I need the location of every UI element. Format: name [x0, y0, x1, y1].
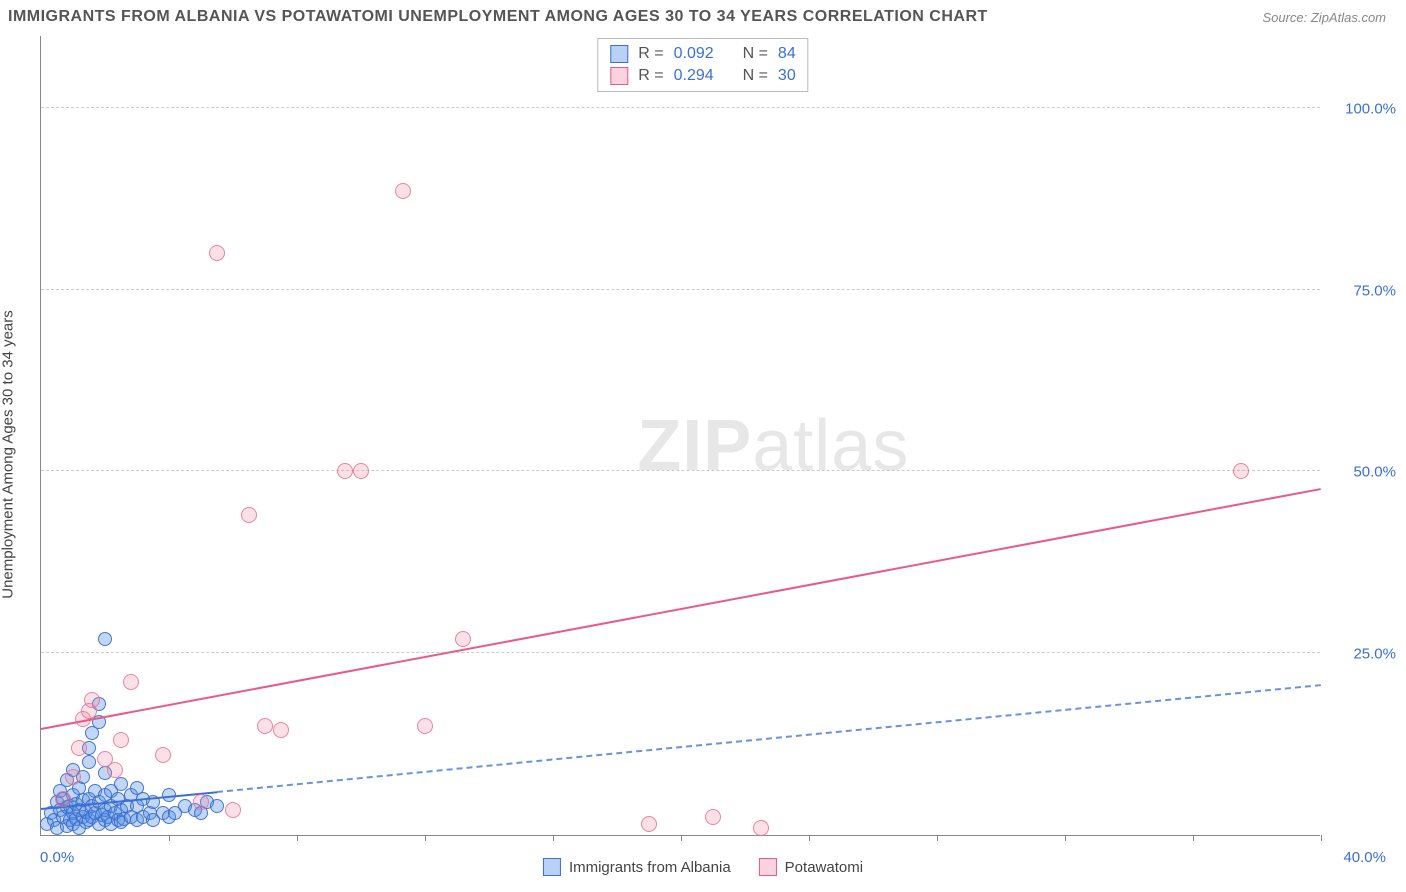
x-tick	[297, 835, 298, 841]
data-point	[82, 755, 96, 769]
data-point	[98, 632, 112, 646]
plot-area	[40, 36, 1320, 836]
data-point	[641, 816, 657, 832]
x-origin-label: 0.0%	[40, 849, 74, 866]
swatch-icon	[759, 858, 777, 876]
legend-stats: R = 0.092 N = 84 R = 0.294 N = 30	[597, 38, 808, 92]
data-point	[55, 791, 71, 807]
data-point	[753, 820, 769, 836]
x-tick	[425, 835, 426, 841]
x-tick	[553, 835, 554, 841]
data-point	[123, 674, 139, 690]
data-point	[155, 747, 171, 763]
x-tick	[937, 835, 938, 841]
data-point	[337, 463, 353, 479]
r-label: R =	[638, 45, 663, 63]
data-point	[193, 794, 209, 810]
trend-line	[217, 684, 1321, 793]
data-point	[241, 507, 257, 523]
data-point	[71, 740, 87, 756]
trend-line	[41, 488, 1321, 730]
y-tick-label: 75.0%	[1353, 282, 1396, 299]
legend-item: Immigrants from Albania	[543, 858, 731, 876]
data-point	[1233, 463, 1249, 479]
data-point	[417, 718, 433, 734]
gridline	[41, 470, 1320, 471]
n-label: N =	[743, 67, 768, 85]
legend-stats-row: R = 0.294 N = 30	[610, 65, 795, 87]
x-tick	[681, 835, 682, 841]
n-label: N =	[743, 45, 768, 63]
chart-title: IMMIGRANTS FROM ALBANIA VS POTAWATOMI UN…	[8, 8, 988, 26]
y-tick-label: 100.0%	[1345, 100, 1396, 117]
legend-label: Potawatomi	[785, 859, 863, 876]
source-attribution: Source: ZipAtlas.com	[1262, 10, 1386, 25]
data-point	[395, 183, 411, 199]
x-tick	[1065, 835, 1066, 841]
x-tick	[1193, 835, 1194, 841]
y-tick-label: 25.0%	[1353, 646, 1396, 663]
x-tick	[809, 835, 810, 841]
gridline	[41, 107, 1320, 108]
swatch-icon	[610, 45, 628, 63]
data-point	[107, 762, 123, 778]
legend-item: Potawatomi	[759, 858, 863, 876]
n-value: 84	[778, 45, 796, 63]
data-point	[225, 802, 241, 818]
y-tick-label: 50.0%	[1353, 464, 1396, 481]
data-point	[257, 718, 273, 734]
r-label: R =	[638, 67, 663, 85]
data-point	[273, 722, 289, 738]
data-point	[65, 769, 81, 785]
n-value: 30	[778, 67, 796, 85]
x-tick	[1321, 835, 1322, 841]
legend-label: Immigrants from Albania	[569, 859, 731, 876]
data-point	[210, 799, 224, 813]
data-point	[84, 692, 100, 708]
data-point	[455, 631, 471, 647]
data-point	[705, 809, 721, 825]
swatch-icon	[543, 858, 561, 876]
swatch-icon	[610, 67, 628, 85]
gridline	[41, 289, 1320, 290]
y-axis-label: Unemployment Among Ages 30 to 34 years	[0, 310, 17, 599]
data-point	[209, 245, 225, 261]
x-tick	[169, 835, 170, 841]
x-max-label: 40.0%	[1343, 849, 1386, 866]
data-point	[113, 732, 129, 748]
r-value: 0.092	[674, 45, 714, 63]
gridline	[41, 652, 1320, 653]
legend-stats-row: R = 0.092 N = 84	[610, 43, 795, 65]
data-point	[353, 463, 369, 479]
legend-series: Immigrants from Albania Potawatomi	[543, 858, 863, 876]
r-value: 0.294	[674, 67, 714, 85]
